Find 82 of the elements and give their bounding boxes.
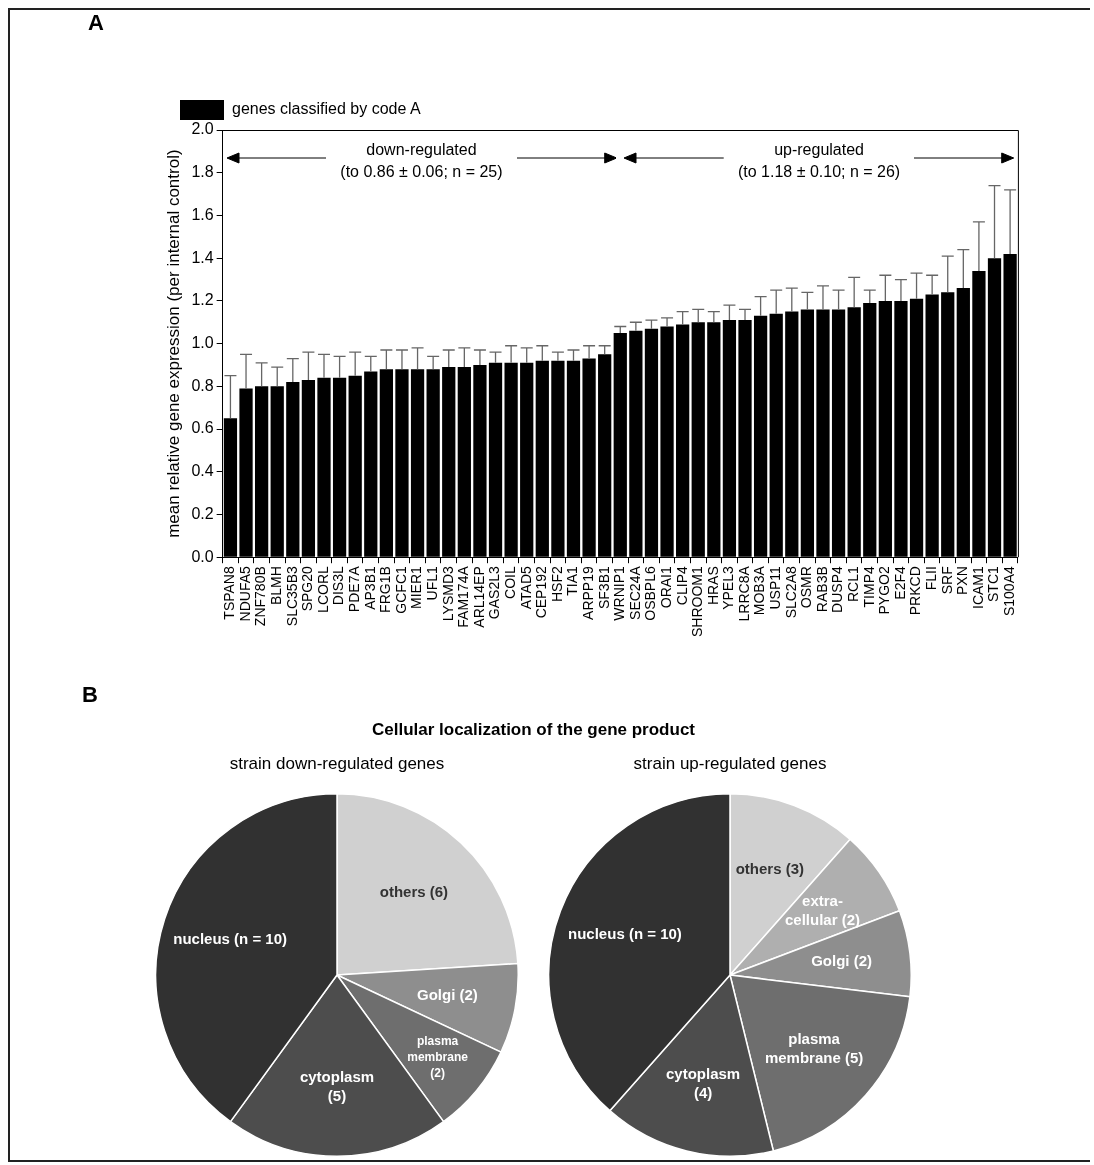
x-tick-label: SEC24A bbox=[626, 565, 643, 620]
x-tick-label: COIL bbox=[501, 566, 518, 599]
slice-label: plasma membrane (5) bbox=[764, 1030, 864, 1067]
x-tick-label: OSBPL6 bbox=[642, 566, 659, 621]
x-tick-label: BLMH bbox=[268, 566, 285, 606]
slice-label: cytoplasm (4) bbox=[666, 1064, 741, 1101]
x-tick-label: MIER1 bbox=[408, 566, 425, 610]
y-tick-label: 2.0 bbox=[191, 120, 214, 138]
annotation: down-regulated (to 0.86 ± 0.06; n = 25) bbox=[340, 141, 503, 181]
x-tick-label: LYSMD3 bbox=[439, 566, 456, 622]
y-axis-title: mean relative gene expression (per internal control) bbox=[163, 149, 183, 538]
slice-label: cytoplasm (5) bbox=[299, 1068, 375, 1105]
chart-title: Cellular localization of the gene product bbox=[370, 720, 696, 740]
x-tick-label: TSPAN8 bbox=[221, 566, 238, 620]
x-tick-label: S100A4 bbox=[1000, 566, 1017, 617]
y-tick-label: 1.4 bbox=[191, 248, 214, 266]
slice-label: extra- cellular (2) bbox=[784, 891, 860, 928]
slice-label: others (6) bbox=[379, 883, 449, 901]
y-tick-label: 0.4 bbox=[191, 462, 214, 480]
x-tick-label: SLC2A8 bbox=[782, 566, 799, 619]
x-tick-label: AP3B1 bbox=[361, 566, 378, 610]
x-tick-label: LRRC8A bbox=[735, 565, 752, 622]
x-tick-label: WRNIP1 bbox=[611, 566, 628, 621]
text: B bbox=[82, 682, 98, 708]
x-tick-label: ICAM1 bbox=[969, 566, 986, 610]
x-tick-label: HSF2 bbox=[548, 566, 565, 603]
x-tick-label: SPG20 bbox=[299, 566, 316, 612]
x-tick-label: ORAI1 bbox=[657, 566, 674, 609]
text: A bbox=[88, 10, 104, 36]
annotation: up-regulated (to 1.18 ± 0.10; n = 26) bbox=[737, 141, 901, 181]
slice-label: Golgi (2) bbox=[416, 986, 478, 1004]
x-tick-label: ATAD5 bbox=[517, 566, 534, 610]
x-tick-label: TIMP4 bbox=[860, 566, 877, 608]
x-tick-label: YPEL3 bbox=[720, 566, 737, 610]
slice-label: plasma membrane (2) bbox=[407, 1034, 469, 1081]
slice-label: nucleus (n = 10) bbox=[568, 925, 682, 943]
x-tick-label: SRF bbox=[938, 566, 955, 595]
x-tick-label: PYGO2 bbox=[876, 566, 893, 615]
slice-label: nucleus (n = 10) bbox=[173, 930, 288, 948]
chart-subtitle: strain up-regulated genes bbox=[632, 754, 828, 774]
x-tick-label: NDUFA5 bbox=[236, 566, 253, 622]
x-tick-label: CEP192 bbox=[533, 566, 550, 619]
x-tick-label: SHROOM1 bbox=[689, 566, 706, 638]
x-tick-label: MOB3A bbox=[751, 565, 768, 616]
x-tick-label: E2F4 bbox=[891, 566, 908, 600]
chart-subtitle: strain down-regulated genes bbox=[228, 754, 446, 774]
x-tick-label: DUSP4 bbox=[829, 566, 846, 613]
x-tick-label: LCORL bbox=[314, 566, 331, 613]
slice-label: others (3) bbox=[735, 860, 805, 878]
x-tick-label: ZNF780B bbox=[252, 566, 269, 627]
y-tick-label: 0.0 bbox=[191, 547, 214, 565]
y-tick-label: 1.8 bbox=[191, 163, 214, 181]
x-tick-label: PRKCD bbox=[907, 566, 924, 616]
x-tick-label: HRAS bbox=[704, 566, 721, 606]
x-tick-label: TIA1 bbox=[564, 566, 581, 596]
x-tick-label: GAS2L3 bbox=[486, 566, 503, 620]
legend-label: genes classified by code A bbox=[232, 100, 421, 118]
x-tick-label: FAM174A bbox=[455, 565, 472, 628]
x-tick-label: FLII bbox=[923, 566, 939, 591]
x-tick-label: SF3B1 bbox=[595, 566, 612, 610]
y-tick-label: 0.6 bbox=[191, 419, 214, 437]
y-tick-label: 0.2 bbox=[191, 504, 214, 522]
x-tick-label: DIS3L bbox=[330, 566, 347, 606]
y-tick-label: 1.0 bbox=[191, 334, 214, 352]
x-tick-label: ARPP19 bbox=[579, 566, 596, 620]
x-tick-label: PXN bbox=[954, 566, 971, 596]
x-tick-label: CLIP4 bbox=[673, 566, 690, 606]
x-tick-label: FRG1B bbox=[377, 566, 394, 613]
slice-label: Golgi (2) bbox=[811, 951, 872, 969]
x-tick-label: OSMR bbox=[798, 566, 815, 609]
y-tick-label: 1.6 bbox=[191, 205, 214, 223]
x-tick-label: STC1 bbox=[985, 566, 1002, 603]
x-tick-label: SLC35B3 bbox=[283, 566, 300, 627]
x-tick-label: UFL1 bbox=[424, 566, 441, 601]
x-tick-label: RAB3B bbox=[813, 566, 830, 613]
y-tick-label: 1.2 bbox=[191, 291, 214, 309]
y-tick-label: 0.8 bbox=[191, 376, 214, 394]
x-tick-label: USP11 bbox=[767, 566, 784, 610]
x-tick-label: PDE7A bbox=[346, 565, 363, 613]
x-tick-label: ARL14EP bbox=[470, 566, 487, 628]
x-tick-label: RCL1 bbox=[845, 566, 862, 603]
x-tick-label: GCFC1 bbox=[392, 566, 409, 614]
